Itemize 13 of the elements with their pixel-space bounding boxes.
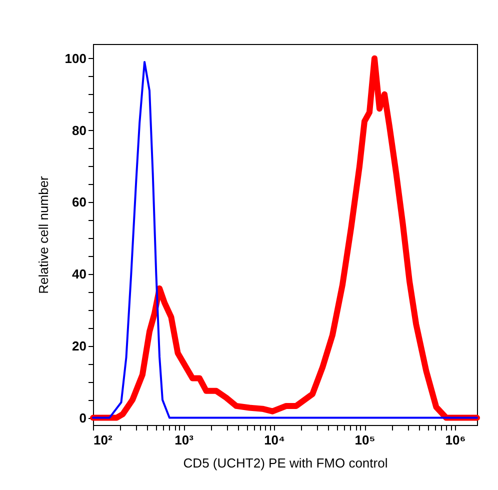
y-tick-label: 20 [72, 338, 86, 354]
x-tick-label: 10² [94, 432, 113, 448]
y-tick-label: 60 [72, 194, 86, 210]
y-axis-title: Relative cell number [36, 175, 51, 294]
x-tick-label: 10³ [174, 432, 194, 448]
y-tick-label: 0 [79, 410, 86, 426]
y-tick-label: 40 [72, 266, 86, 282]
y-tick-label: 100 [64, 50, 86, 66]
y-tick-label: 80 [72, 122, 86, 138]
x-tick-label: 10⁵ [354, 432, 376, 448]
x-tick-label: 10⁶ [445, 432, 466, 448]
x-axis-title: CD5 (UCHT2) PE with FMO control [183, 456, 388, 470]
x-tick-label: 10⁴ [264, 432, 285, 448]
